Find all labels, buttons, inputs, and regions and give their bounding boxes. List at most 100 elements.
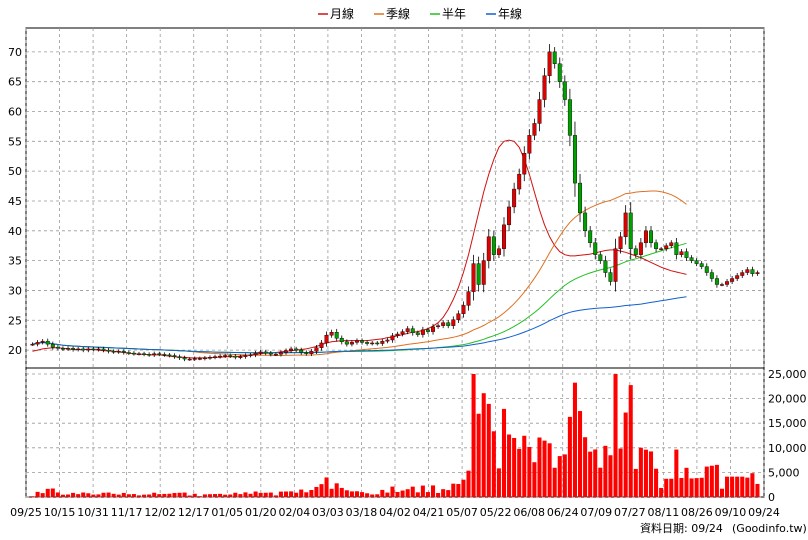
candlesticks (30, 44, 760, 362)
volume-bar-120 (638, 447, 643, 497)
volume-bar-8 (71, 492, 76, 497)
volume-bar-113 (603, 445, 608, 497)
candle-body-39 (228, 355, 233, 357)
candle-body-36 (213, 356, 218, 358)
candle-body-122 (649, 230, 653, 243)
volume-bar-74 (405, 489, 410, 497)
volume-bar-90 (486, 403, 491, 497)
volume-bar-124 (659, 487, 664, 497)
volume-bar-93 (501, 408, 507, 497)
ma-line-3 (32, 296, 687, 354)
volume-bar-72 (395, 491, 400, 497)
volume-bar-57 (319, 484, 324, 497)
volume-bar-12 (91, 494, 96, 497)
volume-bar-76 (415, 492, 420, 497)
volume-bar-99 (532, 462, 537, 497)
volume-bar-141 (745, 477, 750, 497)
volume-bar-71 (390, 486, 395, 497)
price-tick-label-3: 35 (8, 255, 22, 268)
volume-bar-11 (86, 493, 91, 497)
candle-body-38 (223, 355, 228, 357)
candle-body-119 (633, 248, 638, 255)
volume-bar-98 (527, 446, 532, 497)
volume-bar-102 (547, 443, 552, 497)
volume-bar-59 (329, 488, 334, 497)
volume-bar-34 (202, 494, 207, 497)
candle-body-113 (603, 260, 608, 273)
candle-body-98 (527, 135, 532, 154)
candle-body-137 (725, 281, 730, 285)
candle-body-85 (461, 305, 466, 314)
volume-bar-69 (380, 489, 385, 497)
candle-body-121 (643, 230, 648, 243)
candle-body-65 (360, 340, 365, 343)
date-tick-label-11: 04/02 (379, 506, 411, 519)
candle-body-77 (420, 329, 425, 335)
ma-line-0 (32, 139, 687, 359)
candle-body-14 (101, 348, 106, 351)
price-axis: 20 25 30 35 40 45 50 55 60 65 70 (8, 46, 22, 357)
candle-body-18 (121, 351, 126, 353)
volume-bar-91 (491, 431, 496, 497)
date-tick-label-18: 07/27 (614, 506, 646, 519)
candle-body-124 (659, 248, 664, 250)
legend-label-2: 半年 (442, 7, 466, 21)
candle-body-25 (157, 353, 162, 355)
volume-bar-7 (65, 494, 71, 497)
candle-body-24 (152, 353, 157, 356)
volume-bar-63 (349, 491, 354, 497)
volume-axis: 0 5,000 10,000 15,000 20,000 25,000 (768, 368, 807, 504)
volume-bar-128 (679, 477, 684, 497)
candle-body-130 (689, 257, 694, 261)
footer-source[interactable]: (Goodinfo.tw) (732, 522, 807, 535)
candle-body-80 (436, 325, 441, 328)
volume-bar-20 (131, 494, 136, 497)
volume-tick-label-5: 25,000 (768, 368, 807, 381)
volume-bar-129 (684, 467, 689, 497)
candle-body-100 (537, 99, 542, 124)
volume-bar-10 (81, 492, 86, 497)
date-tick-label-8: 02/04 (279, 506, 311, 519)
volume-bar-58 (324, 477, 329, 497)
candle-body-134 (709, 272, 714, 279)
candle-body-35 (207, 357, 212, 359)
volume-bar-97 (522, 435, 527, 497)
volume-bar-84 (456, 483, 461, 497)
candle-body-56 (314, 347, 319, 352)
volume-bar-39 (228, 494, 233, 497)
volume-tick-label-0: 0 (768, 491, 775, 504)
volume-bar-15 (106, 492, 111, 497)
candle-body-107 (572, 135, 577, 184)
volume-bar-18 (121, 492, 126, 497)
candle-body-90 (486, 236, 491, 261)
price-tick-label-1: 25 (8, 314, 22, 327)
candle-body-8 (71, 348, 76, 350)
candle-body-138 (730, 278, 735, 282)
date-tick-label-22: 09/24 (748, 506, 780, 519)
price-tick-label-4: 40 (8, 225, 22, 238)
candle-body-32 (192, 358, 197, 360)
date-tick-label-5: 12/17 (178, 506, 210, 519)
legend-label-3: 年線 (498, 6, 522, 21)
volume-bar-117 (623, 412, 628, 497)
volume-bar-119 (633, 468, 638, 497)
candle-body-64 (355, 340, 359, 343)
volume-bar-139 (735, 476, 740, 497)
candle-body-2 (40, 340, 45, 343)
candle-body-99 (532, 123, 537, 136)
candle-body-73 (400, 331, 405, 335)
volume-bar-126 (669, 478, 674, 497)
legend: 月線 季線 半年 年線 (318, 6, 522, 21)
volume-bar-87 (471, 374, 476, 497)
price-tick-label-0: 20 (8, 344, 22, 357)
volume-bar-140 (740, 476, 745, 497)
candle-body-45 (258, 351, 263, 354)
volume-bar-108 (578, 411, 583, 497)
candle-body-72 (395, 333, 400, 336)
candle-body-86 (466, 291, 471, 306)
volume-bar-40 (233, 492, 238, 497)
volume-bar-65 (360, 492, 365, 497)
volume-bar-79 (430, 485, 436, 497)
volume-bar-62 (344, 490, 349, 497)
candle-body-27 (167, 354, 172, 357)
